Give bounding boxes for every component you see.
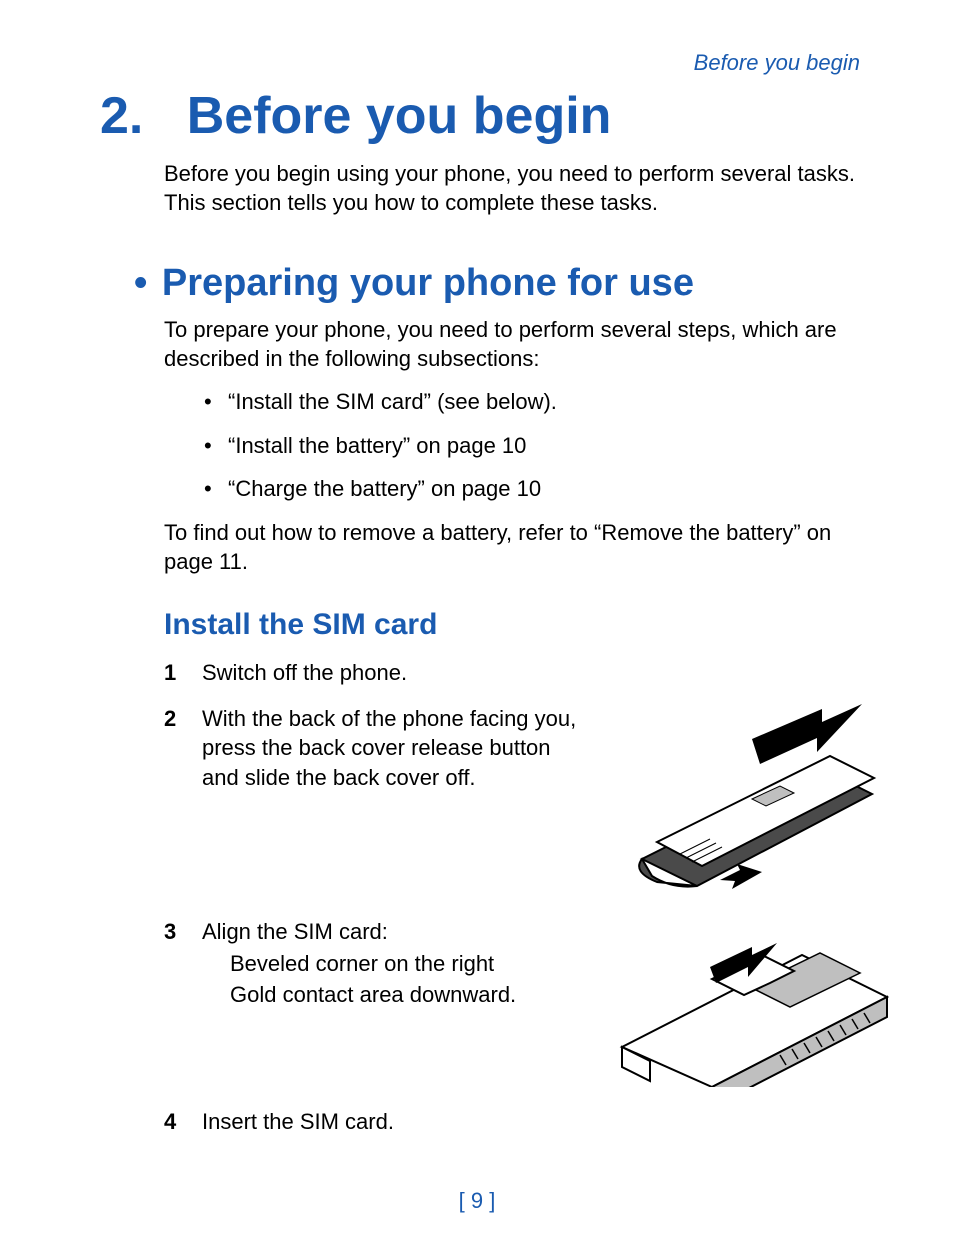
figure-sim-insert — [602, 917, 892, 1094]
step-text: Insert the SIM card. — [202, 1107, 864, 1136]
section-title: • Preparing your phone for use — [134, 263, 864, 305]
step-item: 3 Align the SIM card: Beveled corner on … — [164, 917, 864, 1094]
chapter-title-text: Before you begin — [187, 87, 612, 145]
step-subtext: Gold contact area downward. — [230, 980, 582, 1009]
step-number: 4 — [164, 1107, 176, 1136]
section-tail: To find out how to remove a battery, ref… — [164, 518, 864, 576]
step-item: 4 Insert the SIM card. — [164, 1107, 864, 1136]
step-text: With the back of the phone facing you, p… — [202, 704, 582, 792]
list-item: “Install the battery” on page 10 — [204, 431, 864, 461]
step-number: 1 — [164, 658, 176, 687]
section-bullet-list: “Install the SIM card” (see below). “Ins… — [204, 387, 864, 504]
step-item: 1 Switch off the phone. — [164, 658, 864, 687]
back-cover-illustration-icon — [602, 704, 892, 894]
step-item: 2 With the back of the phone facing you,… — [164, 704, 864, 901]
install-sim-steps: 1 Switch off the phone. 2 With the back … — [164, 658, 864, 1136]
section-lead: To prepare your phone, you need to perfo… — [164, 315, 864, 373]
page-number: [ 9 ] — [0, 1188, 954, 1214]
sim-insert-illustration-icon — [602, 917, 892, 1087]
list-item: “Charge the battery” on page 10 — [204, 474, 864, 504]
step-text: Align the SIM card: — [202, 917, 582, 946]
step-subtext: Beveled corner on the right — [230, 949, 582, 978]
step-number: 2 — [164, 704, 176, 733]
intro-paragraph: Before you begin using your phone, you n… — [164, 159, 864, 217]
running-header: Before you begin — [100, 50, 864, 76]
chapter-number: 2. — [100, 87, 143, 145]
list-item: “Install the SIM card” (see below). — [204, 387, 864, 417]
step-number: 3 — [164, 917, 176, 946]
step-text: Switch off the phone. — [202, 658, 864, 687]
section-bullet-icon: • — [134, 263, 147, 305]
subsection-title: Install the SIM card — [164, 608, 864, 642]
chapter-title: 2. Before you begin — [100, 88, 864, 145]
section-title-text: Preparing your phone for use — [162, 262, 694, 304]
document-page: Before you begin 2. Before you begin Bef… — [0, 0, 954, 1248]
figure-back-cover — [602, 704, 892, 901]
